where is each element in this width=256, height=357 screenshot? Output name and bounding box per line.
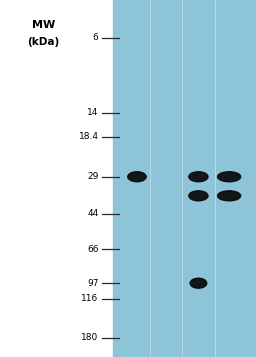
Text: 29: 29: [87, 172, 99, 181]
Ellipse shape: [189, 191, 208, 201]
Ellipse shape: [128, 172, 146, 182]
Text: 14: 14: [87, 108, 99, 117]
Text: MW: MW: [32, 20, 55, 30]
Text: 6: 6: [93, 33, 99, 42]
Text: 66: 66: [87, 245, 99, 254]
Text: 97: 97: [87, 279, 99, 288]
Text: (kDa): (kDa): [27, 37, 60, 47]
Ellipse shape: [218, 191, 241, 201]
Text: 180: 180: [81, 333, 99, 342]
Bar: [113, 0, 256, 357]
Text: 116: 116: [81, 295, 99, 303]
Text: 18.4: 18.4: [79, 132, 99, 141]
Ellipse shape: [218, 172, 241, 182]
Ellipse shape: [190, 278, 207, 288]
Text: 44: 44: [87, 209, 99, 218]
Ellipse shape: [189, 172, 208, 182]
